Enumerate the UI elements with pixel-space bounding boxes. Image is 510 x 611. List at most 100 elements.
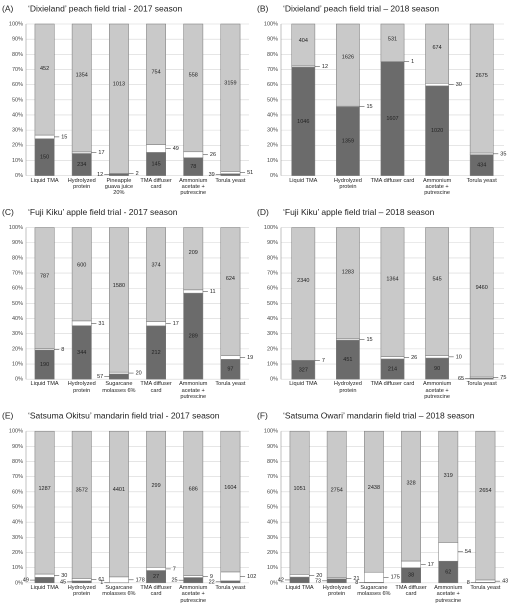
x-tick-label: Hydrolyzed protein: [67, 177, 96, 190]
x-tick-label: Hydrolyzed protein: [333, 177, 362, 190]
bar-segment: [475, 579, 496, 583]
bar-segment: [469, 227, 494, 378]
x-label-box: Liquid TMA: [289, 381, 317, 387]
value-label: 178: [136, 577, 145, 583]
value-label: 1607: [386, 116, 398, 122]
bar-segment: [183, 151, 204, 158]
y-tick-label: 60%: [12, 489, 23, 495]
x-label-box: Hydrolyzed protein: [323, 585, 351, 597]
panel-label: (F): [257, 410, 268, 420]
x-tick-label: Torula yeast: [215, 381, 246, 388]
y-tick-label: 100%: [9, 225, 23, 231]
value-label: 1359: [342, 139, 354, 145]
x-label-box: Torula yeast: [470, 585, 500, 591]
value-label: 15: [366, 337, 372, 343]
bar-segment: [291, 227, 316, 361]
x-tick-label: Liquid TMA: [285, 584, 314, 591]
y-tick-label: 30%: [267, 535, 278, 541]
value-label: 2438: [368, 485, 380, 491]
bar-segment: [469, 23, 494, 154]
panel-label: (E): [2, 410, 14, 420]
value-label: 1: [411, 59, 414, 65]
value-label: 1051: [293, 486, 305, 492]
value-label: 42: [278, 577, 284, 583]
y-tick-label: 0%: [15, 173, 23, 179]
y-tick-label: 20%: [12, 550, 23, 556]
x-tick-label: Ammonium acetate + putrescine: [179, 177, 208, 197]
x-label-box: Sugarcane molasses 6%: [102, 585, 135, 597]
bar-segment: [146, 23, 166, 145]
y-tick-label: 100%: [9, 429, 23, 435]
y-tick-label: 30%: [12, 331, 23, 337]
bar-segment: [336, 23, 360, 107]
value-label: 12: [97, 172, 103, 178]
bar-segment: [146, 227, 166, 322]
value-label: 45: [60, 579, 66, 585]
value-label: 624: [226, 276, 235, 282]
value-label: 558: [189, 73, 198, 79]
bar-segment: [425, 23, 449, 84]
y-tick-label: 50%: [267, 97, 278, 103]
value-label: 2654: [479, 488, 491, 494]
value-label: 54: [465, 549, 471, 555]
y-tick-label: 0%: [15, 377, 23, 383]
x-tick-label: Ammonium acetate + putrescine: [179, 584, 208, 604]
value-label: 8: [355, 580, 358, 586]
bar-segment: [425, 355, 449, 359]
value-label: 15: [366, 104, 372, 110]
x-tick-label: TMA diffuser card: [140, 381, 172, 394]
bar-segment: [401, 560, 421, 569]
value-label: 234: [77, 162, 86, 168]
value-label: 212: [151, 350, 160, 356]
value-label: 9: [210, 574, 213, 580]
y-tick-label: 50%: [12, 504, 23, 510]
value-label: 1604: [224, 485, 236, 491]
value-label: 12: [322, 64, 328, 70]
value-label: 20: [136, 371, 142, 377]
bar-segment: [71, 23, 92, 153]
y-tick-label: 90%: [12, 240, 23, 246]
bar-segment: [34, 573, 55, 578]
x-tick-label: TMA diffuser card: [140, 584, 172, 598]
value-label: 600: [77, 262, 86, 268]
y-tick-label: 90%: [12, 444, 23, 450]
value-label: 344: [77, 350, 86, 356]
value-label: 75: [500, 375, 506, 381]
value-label: 209: [189, 250, 198, 256]
x-tick-label: Hydrolyzed protein: [67, 584, 96, 598]
x-label-box: Ammonium acetate + putrescine: [179, 177, 208, 197]
value-label: 27: [153, 574, 159, 580]
bar-segment: [146, 567, 166, 571]
y-tick-label: 40%: [12, 520, 23, 526]
y-tick-label: 20%: [267, 143, 278, 149]
bar-segment: [34, 577, 55, 584]
panel-title: ‘Satsuma Okitsu’ mandarin field trial - …: [28, 410, 220, 420]
value-label: 26: [210, 152, 216, 158]
bar-segment: [438, 542, 459, 562]
y-tick-label: 40%: [12, 316, 23, 322]
y-tick-label: 50%: [267, 301, 278, 307]
value-label: 289: [189, 334, 198, 340]
value-label: 1046: [297, 119, 309, 125]
value-label: 57: [97, 374, 103, 380]
x-tick-label: Ammonium acetate + putrescine: [422, 381, 452, 400]
value-label: 10: [456, 354, 462, 360]
value-label: 39: [209, 172, 215, 178]
bar-segment: [220, 355, 241, 360]
y-tick-label: 70%: [267, 474, 278, 480]
y-tick-label: 60%: [12, 82, 23, 88]
value-label: 686: [189, 486, 198, 492]
bar-segment: [401, 430, 421, 562]
x-label-box: Hydrolyzed protein: [334, 381, 362, 393]
panel-label: (B): [257, 3, 269, 13]
x-label-box: Ammonium acetate + putrescine: [422, 381, 452, 400]
x-tick-label: Torula yeast: [215, 177, 246, 184]
bar-segment: [220, 227, 241, 356]
panel-title: ‘Fuji Kiku’ apple field trial - 2017 sea…: [28, 207, 178, 217]
value-label: 1364: [386, 277, 398, 283]
x-label-box: Hydrolyzed protein: [67, 584, 96, 598]
y-tick-label: 40%: [267, 316, 278, 322]
x-label-box: Liquid TMA: [30, 178, 58, 184]
y-tick-label: 70%: [267, 67, 278, 73]
bar-segment: [109, 430, 129, 578]
